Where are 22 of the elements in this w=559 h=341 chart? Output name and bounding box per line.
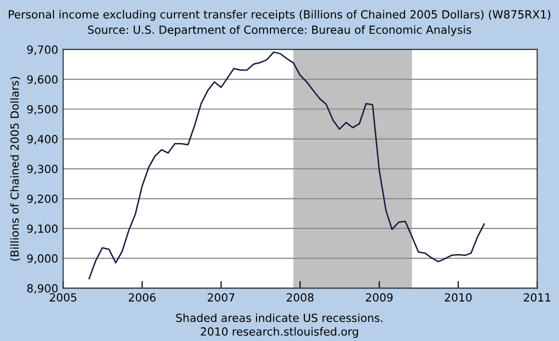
y-tick-label: 9,500 <box>27 105 58 115</box>
y-tick-label: 8,900 <box>27 284 58 294</box>
text: 2010 research.stlouisfed.org <box>200 327 358 338</box>
x-tick-label: 2011 <box>524 293 550 302</box>
y-tick-label: 9,700 <box>27 45 58 55</box>
line-series <box>88 51 485 280</box>
x-tick-label: 2007 <box>208 293 234 302</box>
x-tick-label: 2006 <box>128 293 156 302</box>
y-tick-label: 9,100 <box>27 224 58 234</box>
y-tick-label: 9,000 <box>27 254 58 264</box>
text: Shaded areas indicate US recessions. <box>176 313 382 322</box>
chart-title: Personal income excluding current transfer receipts (Billions of Chained 2005 Dollars) (W875RX1) <box>8 10 550 21</box>
x-tick-label: 2010 <box>444 293 472 302</box>
y-tick-label: 9,400 <box>27 134 58 144</box>
y-axis-title: (Billions of Chained 2005 Dollars) <box>10 76 20 261</box>
x-tick-label: 2009 <box>366 293 393 302</box>
y-tick-label: 9,600 <box>27 75 58 85</box>
y-tick-label: 9,300 <box>27 164 58 174</box>
chart-subtitle: Source: U.S. Department of Commerce: Bureau of Economic Analysis <box>88 25 472 36</box>
y-tick-label: 9,200 <box>27 194 58 204</box>
x-tick-label: 2008 <box>286 293 314 302</box>
x-tick-label: 2005 <box>50 293 76 302</box>
